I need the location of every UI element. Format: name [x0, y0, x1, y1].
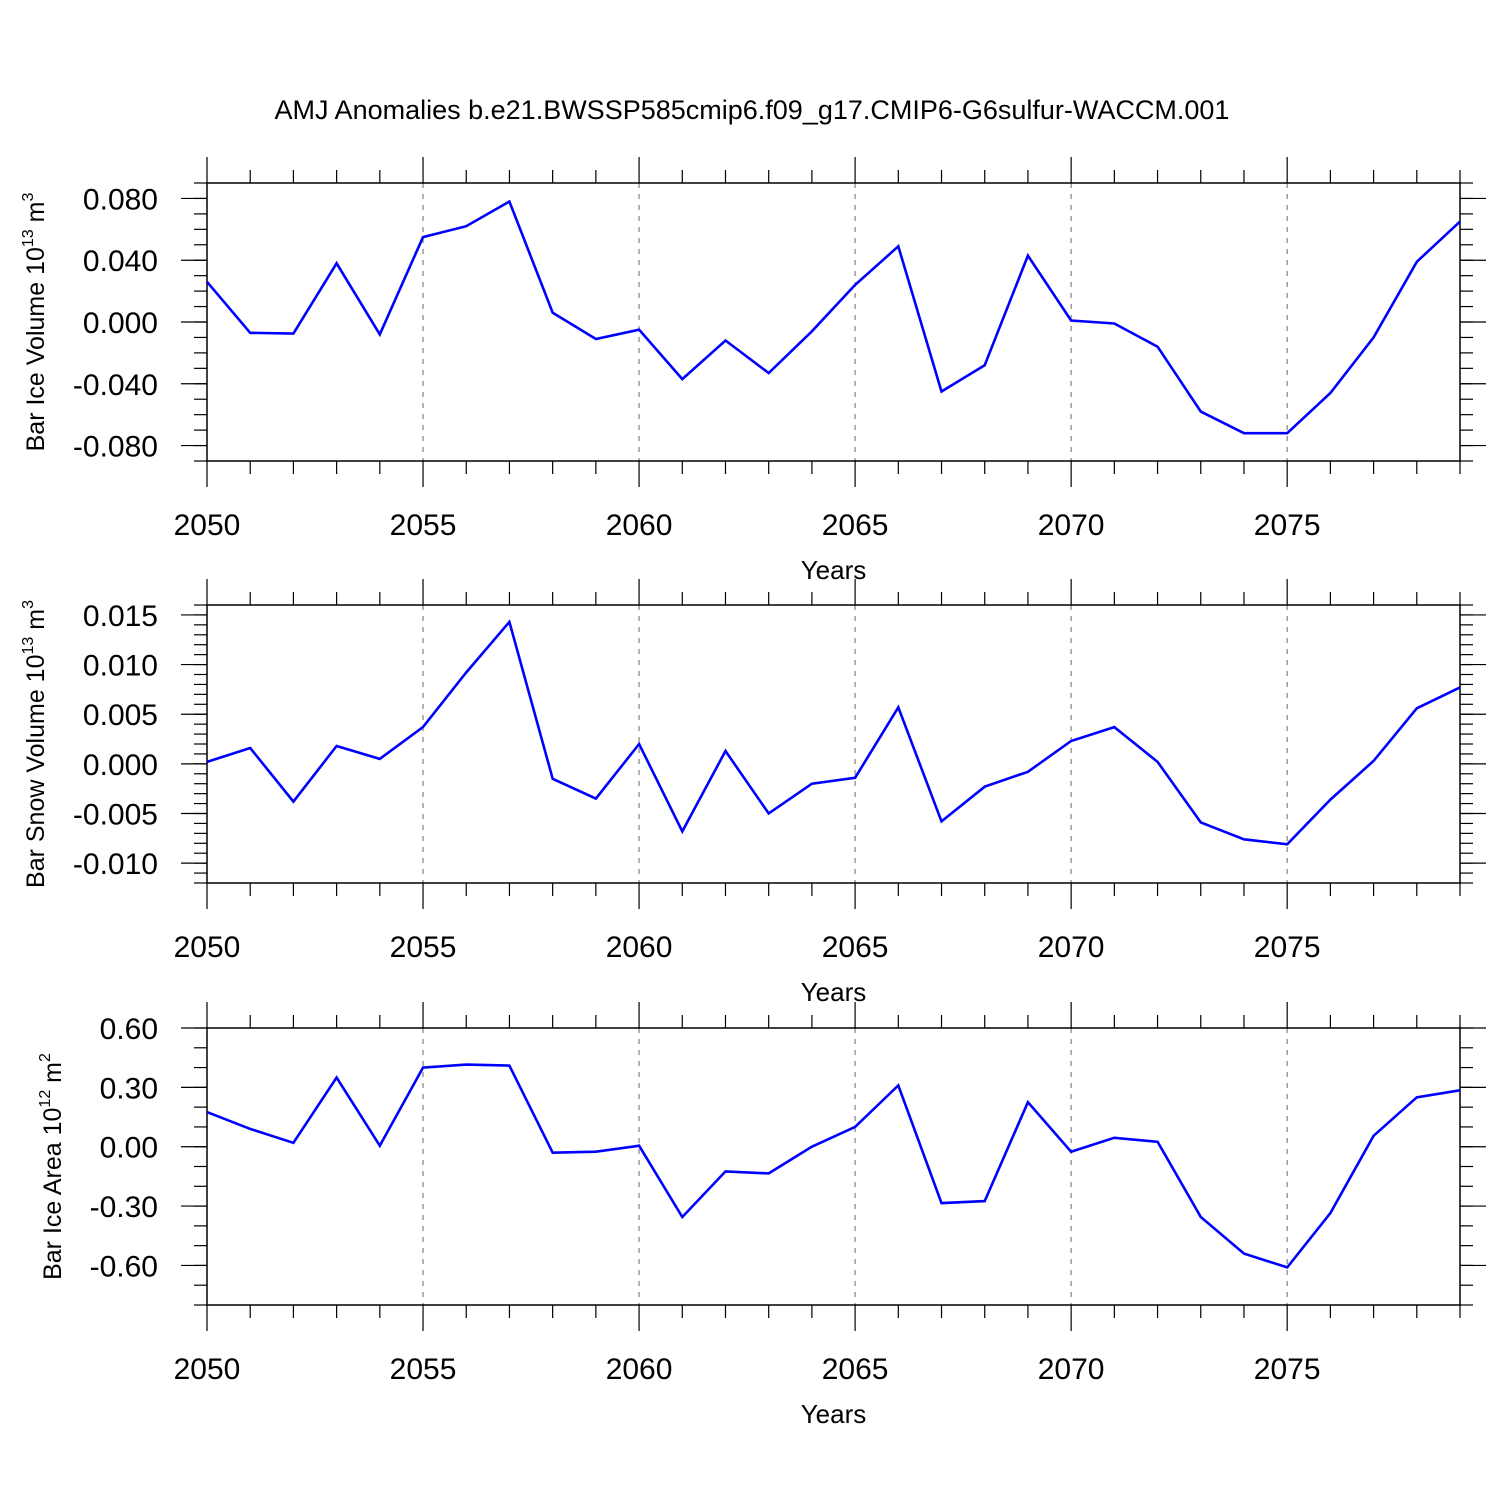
y-tick-label: 0.005: [83, 699, 158, 732]
y-axis-title-unit: m: [22, 202, 50, 230]
x-tick-label: 2065: [822, 1353, 889, 1386]
y-tick-label: 0.000: [83, 749, 158, 782]
x-tick-label: 2075: [1254, 1353, 1321, 1386]
panels-container: 2050 2055 2060 2065 2070 2075 Years -0.080 -0.04…: [20, 157, 1486, 1429]
y-axis-title-unit-exponent: 3: [20, 193, 37, 202]
y-axis-title-exponent: 13: [20, 637, 37, 655]
panel-2: 2050 2055 2060 2065 2070 2075 Years -0.010 -0.00…: [20, 579, 1486, 1007]
y-tick-label: 0.015: [83, 600, 158, 633]
y-tick-label: -0.005: [73, 799, 158, 832]
panel-1: 2050 2055 2060 2065 2070 2075 Years -0.080 -0.04…: [20, 157, 1486, 585]
x-tick-label: 2065: [822, 509, 889, 542]
y-tick-label: -0.040: [73, 369, 158, 402]
x-tick-label: 2050: [174, 1353, 241, 1386]
y-tick-label: 0.040: [83, 245, 158, 278]
y-axis-title-main: Bar Snow Volume 10: [22, 655, 50, 888]
y-tick-label: -0.30: [90, 1191, 158, 1224]
y-axis-title: Bar Snow Volume 1013 m3: [20, 600, 50, 888]
y-tick-label: -0.60: [90, 1250, 158, 1283]
y-axis-title-unit-exponent: 3: [20, 600, 37, 609]
y-axis-title-main: Bar Ice Volume 10: [22, 247, 50, 451]
panel-3: 2050 2055 2060 2065 2070 2075 Years -0.60 -0.30 0…: [37, 1002, 1486, 1429]
x-tick-label: 2070: [1038, 931, 1105, 964]
x-tick-label: 2075: [1254, 509, 1321, 542]
y-tick-label: 0.60: [100, 1013, 158, 1046]
series-line-1: [206, 199, 1461, 435]
x-tick-label: 2055: [390, 931, 457, 964]
series-line-1: [206, 1063, 1461, 1269]
plot-frame: [206, 182, 1461, 462]
y-tick-label: 0.30: [100, 1072, 158, 1105]
y-tick-label: 0.00: [100, 1132, 158, 1165]
series-line-1: [206, 619, 1461, 846]
x-tick-label: 2050: [174, 509, 241, 542]
y-tick-label: 0.080: [83, 183, 158, 216]
x-tick-label: 2050: [174, 931, 241, 964]
x-tick-label: 2060: [606, 509, 673, 542]
chart-title: AMJ Anomalies b.e21.BWSSP585cmip6.f09_g1…: [275, 95, 1230, 125]
y-tick-label: 0.010: [83, 650, 158, 683]
x-tick-label: 2055: [390, 1353, 457, 1386]
x-tick-label: 2070: [1038, 1353, 1105, 1386]
x-axis-title: Years: [801, 1399, 867, 1429]
y-axis-title: Bar Ice Area 1012 m2: [37, 1053, 67, 1280]
y-tick-label: -0.080: [73, 431, 158, 464]
y-tick-label: 0.000: [83, 307, 158, 340]
y-axis-title: Bar Ice Volume 1013 m3: [20, 193, 50, 452]
x-axis-title: Years: [801, 977, 867, 1007]
y-tick-label: -0.010: [73, 848, 158, 881]
x-tick-label: 2065: [822, 931, 889, 964]
x-tick-label: 2055: [390, 509, 457, 542]
y-axis-title-exponent: 12: [37, 1090, 54, 1108]
y-axis-title-unit: m: [39, 1062, 67, 1090]
y-axis-title-main: Bar Ice Area 10: [39, 1108, 67, 1280]
y-axis-title-unit: m: [22, 609, 50, 637]
y-axis-title-exponent: 13: [20, 229, 37, 247]
x-tick-label: 2060: [606, 931, 673, 964]
x-tick-label: 2075: [1254, 931, 1321, 964]
x-tick-label: 2070: [1038, 509, 1105, 542]
y-axis-title-unit-exponent: 2: [37, 1053, 54, 1062]
x-axis-title: Years: [801, 555, 867, 585]
x-tick-label: 2060: [606, 1353, 673, 1386]
